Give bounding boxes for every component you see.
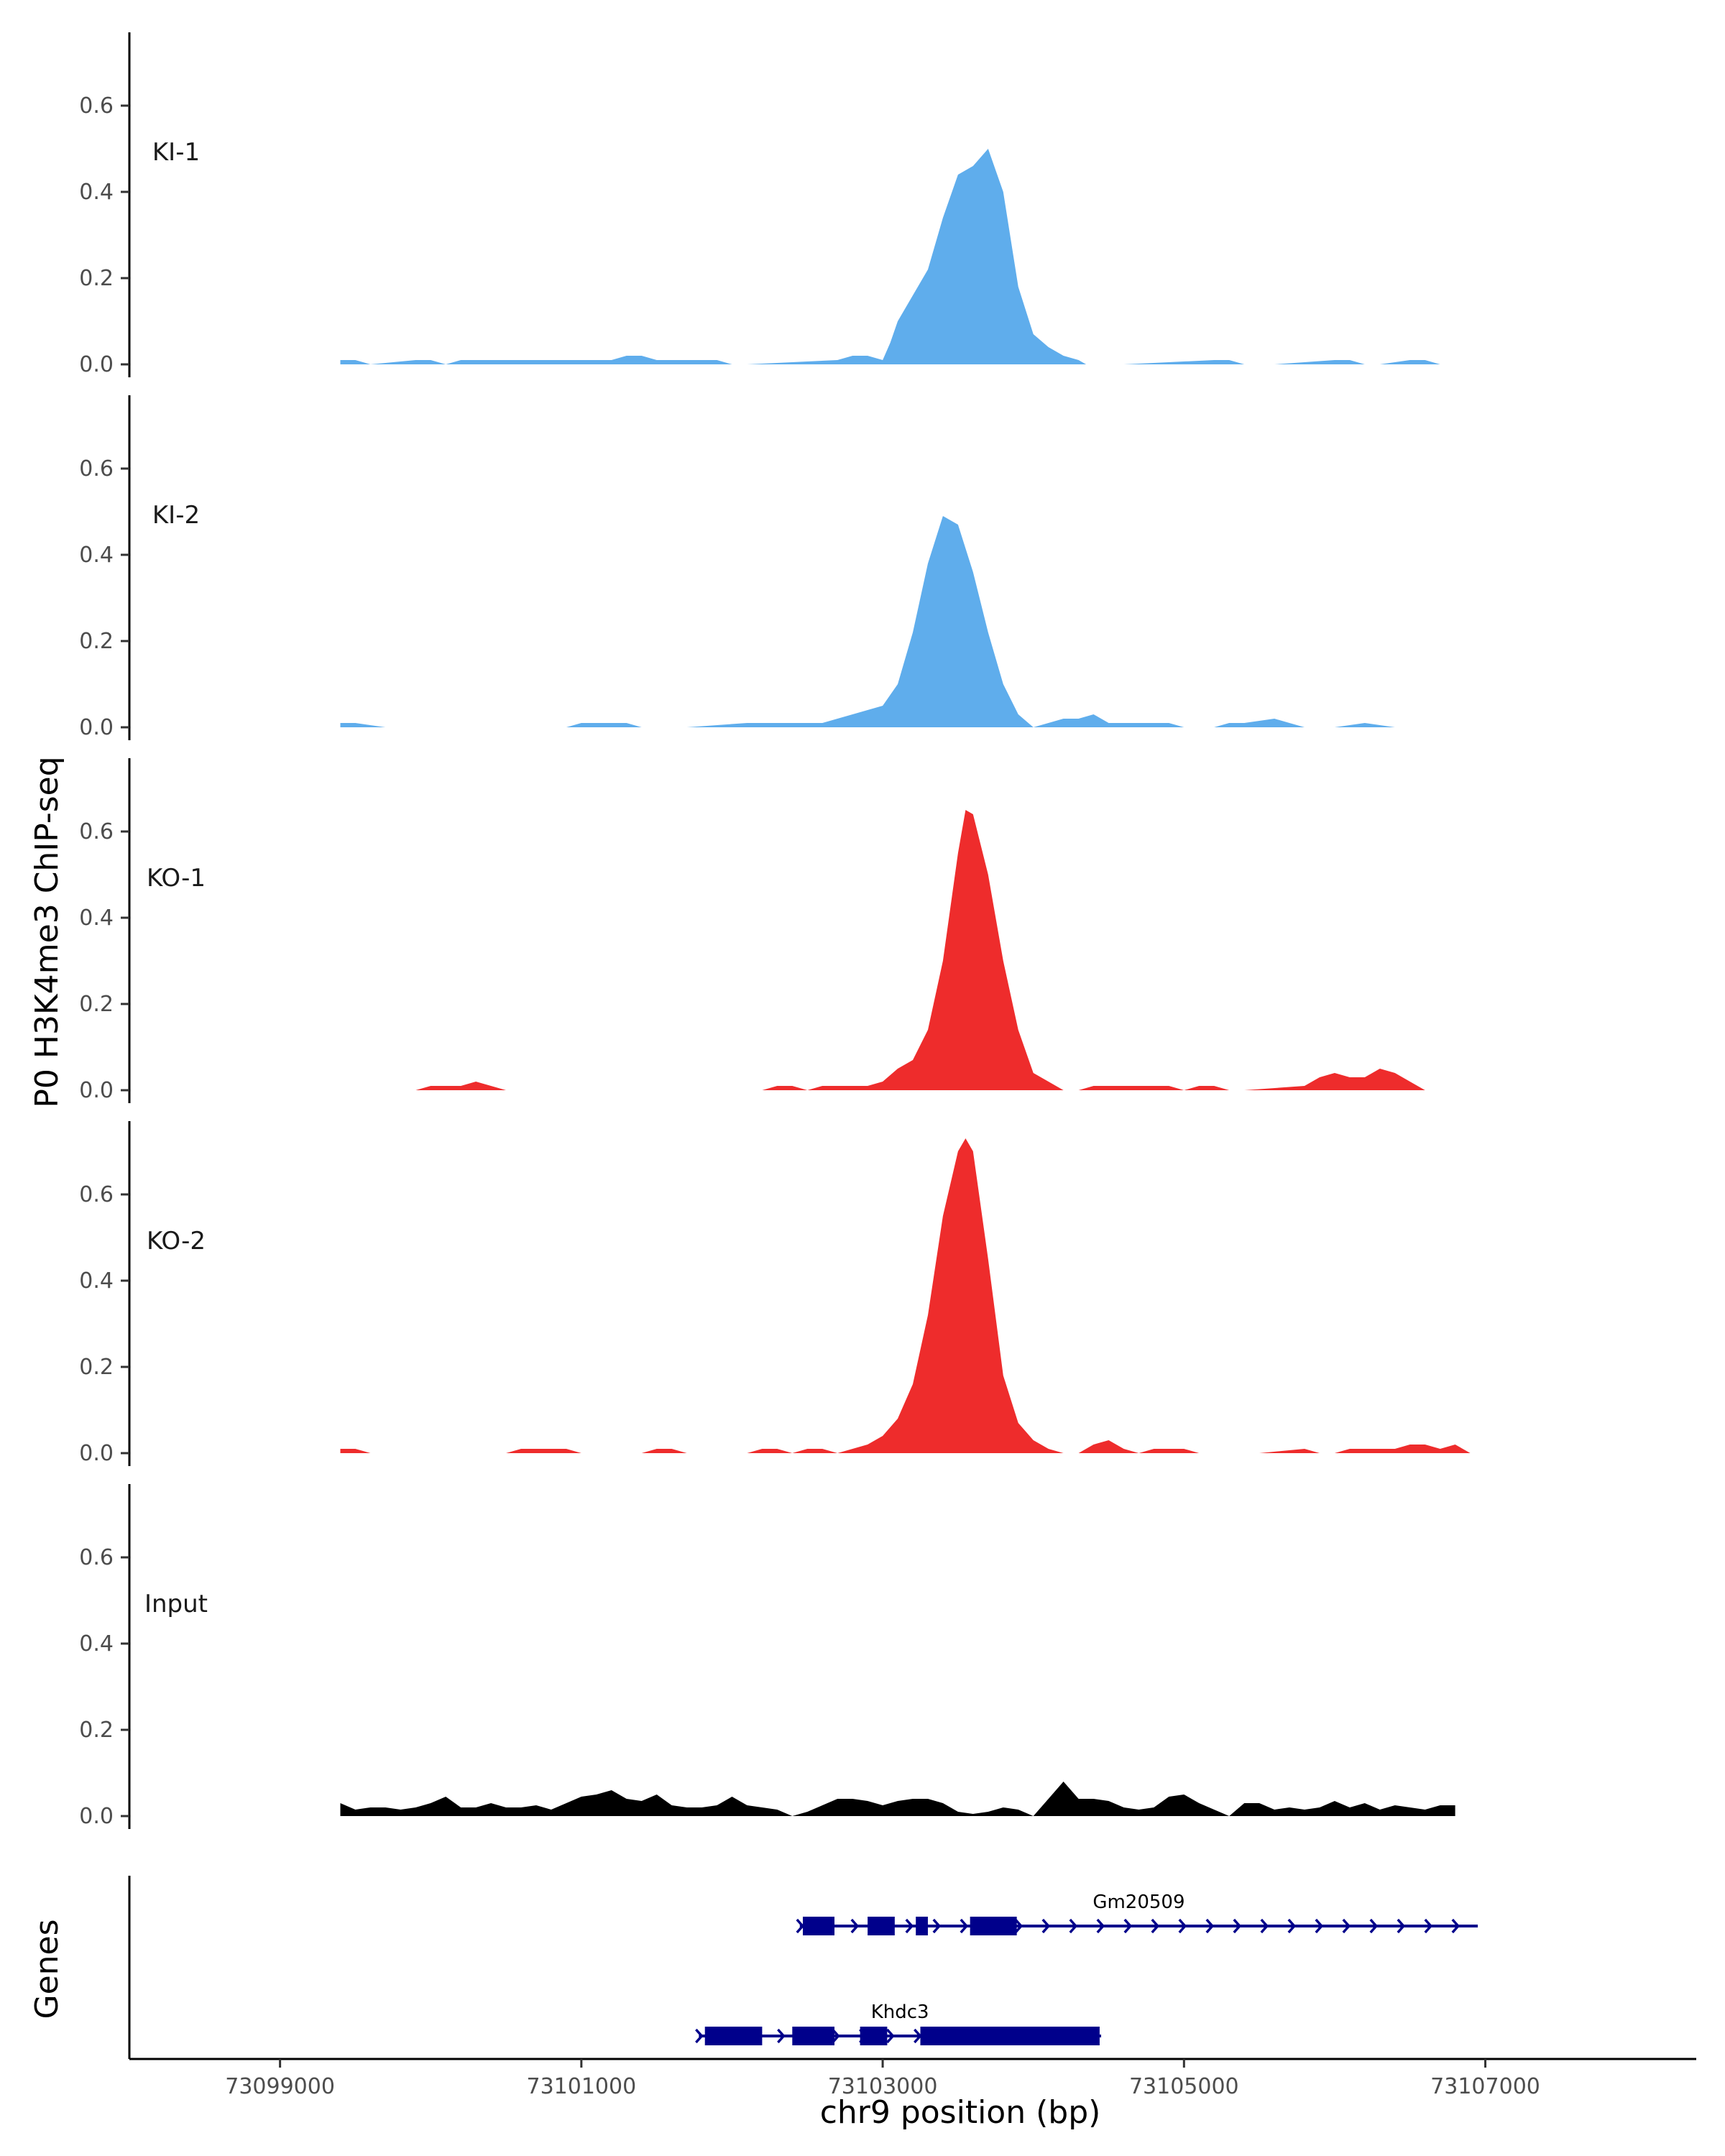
track-label: KI-2 [152,501,200,530]
x-axis: 73099000 73101000 73103000 73105000 73107000 [129,2058,1696,2099]
x-tick-label: 73105000 [1129,2074,1239,2099]
track-label: Input [144,1590,208,1618]
y-tick-label: 0.4 [79,543,114,568]
strand-arrow [905,1918,914,1934]
genes-panel: Gm20509 Khdc3 [128,1876,1478,2059]
strand-arrow [1069,1918,1078,1934]
strand-arrow [1014,1918,1024,1934]
strand-arrow [1205,1918,1215,1934]
y-tick-label: 0.6 [79,819,114,844]
y-tick-label: 0.6 [79,1545,114,1570]
strand-arrow [1315,1918,1324,1934]
y-tick-label: 0.0 [79,352,114,377]
y-tick-label: 0.4 [79,906,114,931]
gene-label: Khdc3 [871,2001,929,2023]
y-tick-label: 0.0 [79,1078,114,1103]
x-tick-label: 73103000 [828,2074,938,2099]
strand-arrow [1369,1918,1379,1934]
y-tick-label: 0.4 [79,1268,114,1294]
strand-arrow [960,1918,969,1934]
y-tick-label: 0.6 [79,93,114,119]
track-ko-1: 0.0 0.2 0.4 0.6 KO-1 [79,758,1425,1103]
strand-arrow [1151,1918,1160,1934]
x-tick-label: 73107000 [1430,2074,1540,2099]
y-tick-label: 0.4 [79,1631,114,1657]
strand-arrow [850,1918,860,1934]
track-input: 0.0 0.2 0.4 0.6 Input [79,1484,1455,1829]
gene-exon [868,1917,895,1935]
strand-arrow [832,2028,840,2044]
strand-arrow [1397,1918,1406,1934]
y-tick-label: 0.0 [79,1804,114,1829]
y-tick-label: 0.6 [79,1182,114,1207]
y-tick-label: 0.6 [79,456,114,482]
y-tick-label: 0.2 [79,629,114,654]
x-tick-label: 73101000 [526,2074,636,2099]
gene-exon [792,2027,834,2045]
strand-arrow [1424,1918,1433,1934]
strand-arrow [1178,1918,1187,1934]
track-label: KO-2 [147,1227,206,1256]
y-tick-label: 0.2 [79,266,114,291]
genes-axis-title: Genes [29,1919,65,2019]
strand-arrow [1451,1918,1460,1934]
strand-arrow [932,1918,942,1934]
x-axis-title: chr9 position (bp) [820,2094,1101,2131]
strand-arrow [1233,1918,1242,1934]
strand-arrow [796,1918,805,1934]
strand-arrow [777,2028,786,2044]
gene-exon [916,1917,928,1935]
strand-arrow [914,2028,922,2044]
track-label: KO-1 [147,864,206,893]
y-tick-label: 0.2 [79,992,114,1017]
strand-arrow [1342,1918,1351,1934]
track-ki-1: 0.0 0.2 0.4 0.6 KI-1 [79,32,1486,377]
gene-exon [970,1917,1017,1935]
strand-arrow [1123,1918,1133,1934]
strand-arrow [1041,1918,1051,1934]
strand-arrow [1260,1918,1269,1934]
track-ki-2: 0.0 0.2 0.4 0.6 KI-2 [79,395,1455,740]
y-tick-label: 0.0 [79,715,114,740]
gene-khdc3: Khdc3 [695,2001,1102,2045]
y-tick-label: 0.0 [79,1441,114,1466]
gene-exon [802,1917,834,1935]
strand-arrow [1096,1918,1105,1934]
strand-arrow [695,2028,704,2044]
gene-label: Gm20509 [1092,1892,1184,1913]
signal-area-input [340,1782,1455,1816]
signal-area-ki-2 [340,516,1455,727]
y-axis-title: P0 H3K4me3 ChIP-seq [29,756,65,1107]
track-ko-2: 0.0 0.2 0.4 0.6 KO-2 [79,1121,1471,1466]
gene-exon [920,2027,1100,2045]
gene-exon [704,2027,763,2045]
strand-arrow [1287,1918,1297,1934]
track-label: KI-1 [152,138,200,167]
signal-tracks: 0.00.20.40.6KI-10.00.20.40.6KI-20.00.20.… [79,32,1486,1829]
y-tick-label: 0.2 [79,1718,114,1743]
y-tick-label: 0.2 [79,1355,114,1380]
gene-gm20509: Gm20509 [796,1892,1478,1935]
gene-exon [860,2027,888,2045]
signal-area-ki-1 [340,149,1486,364]
strand-arrow [886,2028,895,2044]
x-tick-label: 73099000 [225,2074,335,2099]
y-tick-label: 0.4 [79,180,114,205]
